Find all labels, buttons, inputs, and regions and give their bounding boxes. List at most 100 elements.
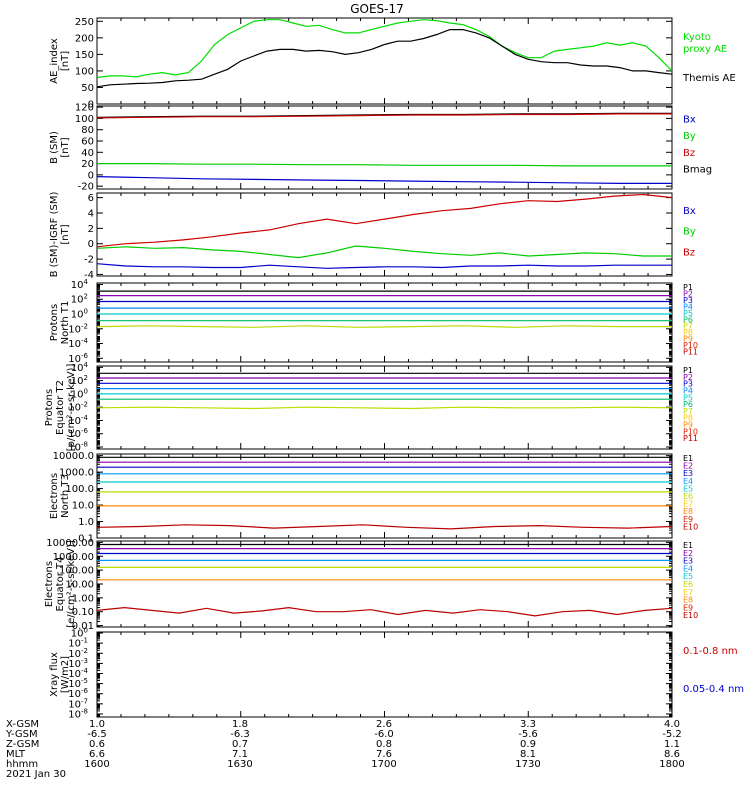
y-tick-label: 20	[81, 159, 94, 170]
legend-label: P6	[683, 315, 693, 324]
x-axis-value: 1600	[84, 759, 109, 770]
x-axis-value: -6.0	[374, 729, 394, 740]
x-axis-value: 2.6	[376, 719, 392, 730]
y-tick-label: 10-4	[68, 337, 88, 350]
y-tick-label: 40	[81, 148, 94, 159]
y-tick-label: 10.00	[65, 580, 94, 591]
legend-label: Bz	[683, 148, 695, 159]
y-tick-label: 10-4	[68, 414, 88, 427]
x-axis-value: 1.8	[232, 719, 248, 730]
y-axis-label: Xray flux	[49, 652, 60, 697]
y-tick-label: 100	[71, 308, 88, 321]
y-tick-label: 0.10	[72, 607, 94, 618]
plot-date: 2021 Jan 30	[6, 769, 66, 780]
y-tick-label: 200	[75, 33, 94, 44]
y-axis-label: [W/m2]	[60, 656, 71, 693]
y-tick-label: 0.01	[72, 621, 94, 632]
y-tick-label: 0	[88, 100, 94, 111]
y-axis-label: B (SM)-IGRF (SM)	[49, 192, 60, 278]
legend-label: By	[683, 227, 696, 238]
y-tick-label: 10-6	[68, 687, 88, 700]
legend-label: E5	[683, 484, 693, 493]
legend-label: P3	[683, 296, 693, 305]
legend-label: E8	[683, 596, 693, 605]
y-tick-label: 102	[71, 374, 88, 387]
y-tick-label: 2	[88, 224, 94, 235]
y-axis-label: Electrons	[49, 473, 60, 519]
y-axis-label: AE_index	[49, 38, 60, 84]
legend-label: E3	[683, 469, 693, 478]
x-axis-row-label: Z-GSM	[6, 739, 39, 750]
series-line	[96, 524, 673, 530]
y-tick-label: 100.00	[59, 566, 94, 577]
y-tick-label: 10-3	[68, 657, 88, 670]
y-tick-label: 50	[81, 83, 94, 94]
y-tick-label: -20	[78, 182, 94, 193]
y-tick-label: 1.0	[78, 517, 94, 528]
series-line	[96, 113, 672, 119]
legend-label: Themis AE	[682, 73, 736, 84]
legend-label: 0.1-0.8 nm	[683, 646, 738, 657]
x-axis-value: 7.6	[376, 749, 392, 760]
panel-frame	[96, 17, 673, 105]
legend-label: P3	[683, 380, 693, 389]
y-tick-label: 10-2	[68, 322, 88, 335]
y-tick-label: 100	[75, 114, 94, 125]
y-tick-label: 100	[71, 627, 88, 640]
y-tick-label: 10-8	[68, 707, 88, 720]
series-line	[96, 193, 673, 248]
legend-label: E10	[683, 522, 698, 531]
panel-3: -4 -2 0 2 4 6 B (SM)-IGRF (SM) [nT] Bx By Bz	[49, 192, 696, 281]
y-tick-label: 120	[75, 103, 94, 114]
legend-label: E9	[683, 603, 693, 612]
legend-label: E6	[683, 492, 693, 501]
y-tick-label: -4	[84, 270, 94, 281]
legend-label: Bx	[683, 206, 696, 217]
x-axis-value: 0.6	[89, 739, 105, 750]
y-axis-label: Electrons	[44, 561, 55, 607]
legend-label: E2	[683, 549, 693, 558]
y-tick-label: 10-2	[68, 401, 88, 414]
legend-label: P11	[683, 348, 698, 357]
legend-label: E6	[683, 580, 693, 589]
legend-label: E7	[683, 588, 693, 597]
x-axis-row-label: MLT	[6, 749, 26, 760]
y-axis-label: B (SM)	[49, 131, 60, 164]
y-tick-label: 10-6	[68, 352, 88, 365]
series-line	[97, 163, 672, 167]
x-axis-value: -5.2	[662, 729, 682, 740]
legend-label: Bz	[683, 247, 695, 258]
legend-label: P7	[683, 407, 693, 416]
y-tick-label: 104	[71, 361, 89, 374]
y-axis-label: Protons	[44, 389, 55, 426]
y-tick-label: 102	[71, 293, 88, 306]
x-axis-value: 1.0	[89, 719, 105, 730]
x-axis-value: 4.0	[664, 719, 680, 730]
x-axis-row-label: hhmm	[6, 759, 38, 770]
x-axis-value: 0.8	[376, 739, 392, 750]
panel-frame	[96, 105, 673, 190]
panel-frame	[96, 631, 673, 718]
legend-label: P1	[683, 283, 693, 292]
y-tick-label: 10-6	[68, 427, 88, 440]
legend-label: P11	[683, 434, 698, 443]
series-line	[96, 606, 673, 617]
legend-label: P5	[683, 393, 693, 402]
y-axis-label: [nT]	[60, 224, 71, 244]
legend-label: Bmag	[683, 164, 712, 175]
y-tick-label: 10.0	[72, 501, 94, 512]
x-axis-value: 1.1	[664, 739, 680, 750]
series-line	[96, 406, 673, 410]
y-tick-label: 100	[71, 387, 88, 400]
legend-label: proxy AE	[683, 44, 727, 55]
legend-label: P10	[683, 427, 698, 436]
legend-label: P9	[683, 335, 693, 344]
legend-label: P10	[683, 341, 698, 350]
y-tick-label: 80	[81, 125, 94, 136]
legend-label: P7	[683, 322, 693, 331]
